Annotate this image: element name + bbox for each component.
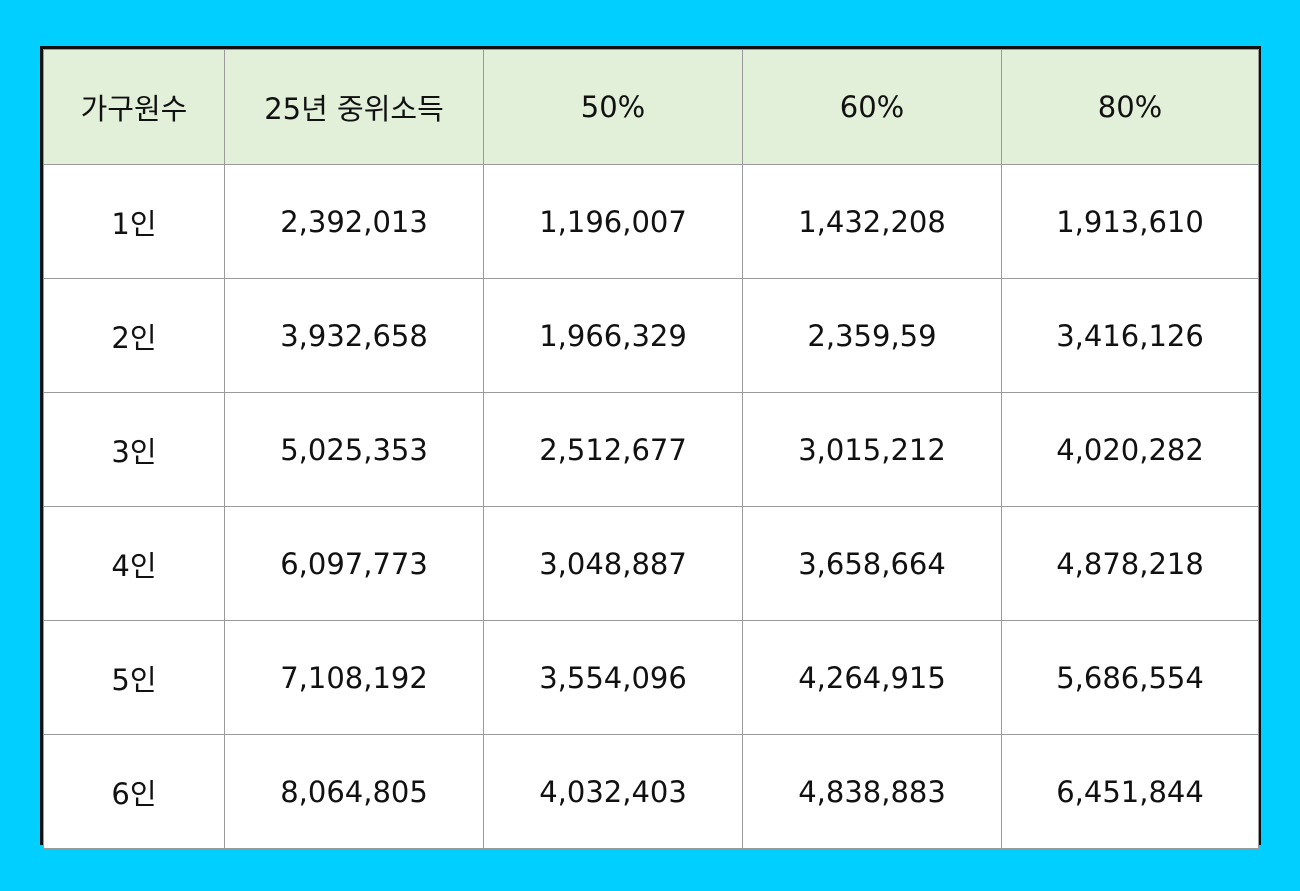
sixty-percent-cell: 4,838,883 (742, 734, 1002, 849)
eighty-percent-cell: 3,416,126 (1001, 278, 1259, 393)
median-income-cell: 5,025,353 (224, 392, 484, 507)
sixty-percent-cell: 3,015,212 (742, 392, 1002, 507)
header-household-size: 가구원수 (43, 49, 225, 165)
household-size-cell: 2인 (43, 278, 225, 393)
sixty-percent-cell: 1,432,208 (742, 164, 1002, 279)
header-row: 가구원수 25년 중위소득 50% 60% 80% (43, 49, 1259, 165)
eighty-percent-cell: 5,686,554 (1001, 620, 1259, 735)
header-60-percent: 60% (742, 49, 1002, 165)
household-size-cell: 6인 (43, 734, 225, 849)
eighty-percent-cell: 4,878,218 (1001, 506, 1259, 621)
median-income-table: 가구원수 25년 중위소득 50% 60% 80% 1인 2,392,013 1… (43, 49, 1259, 849)
sixty-percent-cell: 2,359,59 (742, 278, 1002, 393)
fifty-percent-cell: 3,554,096 (483, 620, 743, 735)
household-size-cell: 3인 (43, 392, 225, 507)
median-income-cell: 6,097,773 (224, 506, 484, 621)
table-row: 1인 2,392,013 1,196,007 1,432,208 1,913,6… (43, 164, 1259, 279)
header-80-percent: 80% (1001, 49, 1259, 165)
fifty-percent-cell: 3,048,887 (483, 506, 743, 621)
header-50-percent: 50% (483, 49, 743, 165)
header-median-income: 25년 중위소득 (224, 49, 484, 165)
median-income-cell: 7,108,192 (224, 620, 484, 735)
fifty-percent-cell: 1,966,329 (483, 278, 743, 393)
median-income-cell: 8,064,805 (224, 734, 484, 849)
fifty-percent-cell: 4,032,403 (483, 734, 743, 849)
table-row: 2인 3,932,658 1,966,329 2,359,59 3,416,12… (43, 278, 1259, 393)
sixty-percent-cell: 3,658,664 (742, 506, 1002, 621)
median-income-cell: 2,392,013 (224, 164, 484, 279)
eighty-percent-cell: 6,451,844 (1001, 734, 1259, 849)
fifty-percent-cell: 1,196,007 (483, 164, 743, 279)
household-size-cell: 5인 (43, 620, 225, 735)
table-row: 6인 8,064,805 4,032,403 4,838,883 6,451,8… (43, 734, 1259, 849)
table-row: 5인 7,108,192 3,554,096 4,264,915 5,686,5… (43, 620, 1259, 735)
household-size-cell: 4인 (43, 506, 225, 621)
income-table-container: 가구원수 25년 중위소득 50% 60% 80% 1인 2,392,013 1… (40, 46, 1261, 849)
fifty-percent-cell: 2,512,677 (483, 392, 743, 507)
eighty-percent-cell: 1,913,610 (1001, 164, 1259, 279)
table-row: 4인 6,097,773 3,048,887 3,658,664 4,878,2… (43, 506, 1259, 621)
table-row: 3인 5,025,353 2,512,677 3,015,212 4,020,2… (43, 392, 1259, 507)
sixty-percent-cell: 4,264,915 (742, 620, 1002, 735)
eighty-percent-cell: 4,020,282 (1001, 392, 1259, 507)
household-size-cell: 1인 (43, 164, 225, 279)
median-income-cell: 3,932,658 (224, 278, 484, 393)
